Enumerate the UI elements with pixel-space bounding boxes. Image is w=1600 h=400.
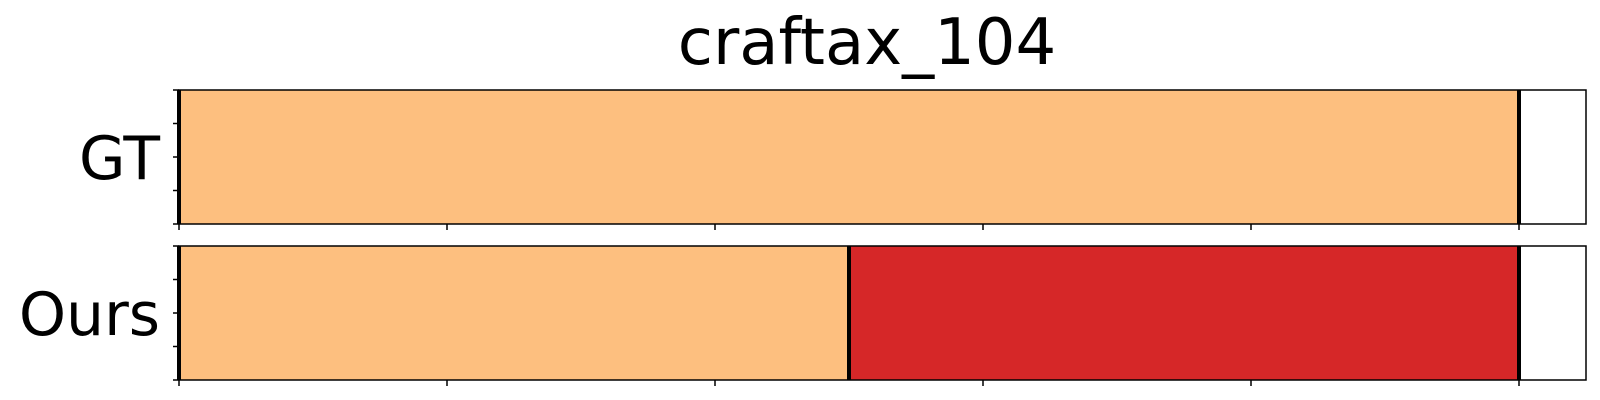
row-label-ours: Ours [19,280,160,350]
segment-gt-0 [179,90,1519,224]
row-label-gt: GT [79,124,160,194]
rows-group: GT Ours [19,89,1587,386]
segment-ours-1 [849,246,1519,380]
chart-title: craftax_104 [678,6,1056,80]
segment-ours-0 [179,246,849,380]
